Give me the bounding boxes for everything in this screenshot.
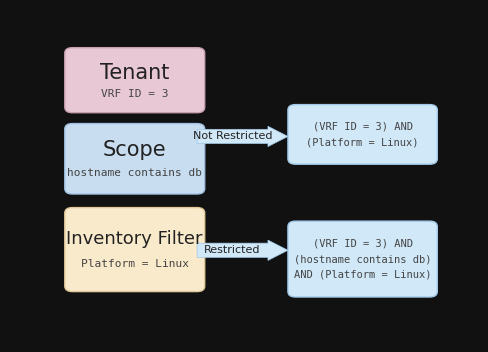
Text: (VRF ID = 3) AND
(Platform = Linux): (VRF ID = 3) AND (Platform = Linux) xyxy=(306,121,419,147)
Text: Not Restricted: Not Restricted xyxy=(193,131,272,142)
Text: Restricted: Restricted xyxy=(204,245,261,255)
Polygon shape xyxy=(197,126,288,146)
Text: hostname contains db: hostname contains db xyxy=(67,168,202,177)
FancyBboxPatch shape xyxy=(288,221,437,297)
FancyBboxPatch shape xyxy=(65,48,205,113)
FancyBboxPatch shape xyxy=(65,208,205,291)
Polygon shape xyxy=(197,240,288,260)
Text: Platform = Linux: Platform = Linux xyxy=(81,259,189,269)
FancyBboxPatch shape xyxy=(288,105,437,164)
Text: (VRF ID = 3) AND
(hostname contains db)
AND (Platform = Linux): (VRF ID = 3) AND (hostname contains db) … xyxy=(294,238,431,280)
Text: Inventory Filter: Inventory Filter xyxy=(66,230,203,247)
Text: VRF ID = 3: VRF ID = 3 xyxy=(101,89,168,99)
Text: Scope: Scope xyxy=(103,140,166,160)
Text: Tenant: Tenant xyxy=(100,63,169,83)
FancyBboxPatch shape xyxy=(65,124,205,194)
